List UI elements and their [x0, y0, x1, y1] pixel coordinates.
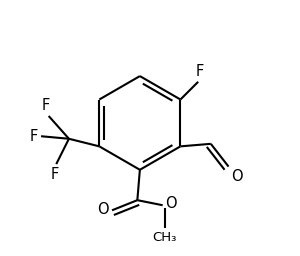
Text: O: O	[165, 196, 176, 211]
Text: CH₃: CH₃	[152, 231, 177, 244]
Text: F: F	[51, 167, 59, 182]
Text: F: F	[30, 129, 38, 144]
Text: O: O	[98, 201, 109, 217]
Text: F: F	[42, 98, 50, 113]
Text: O: O	[231, 169, 243, 184]
Text: F: F	[196, 64, 204, 79]
